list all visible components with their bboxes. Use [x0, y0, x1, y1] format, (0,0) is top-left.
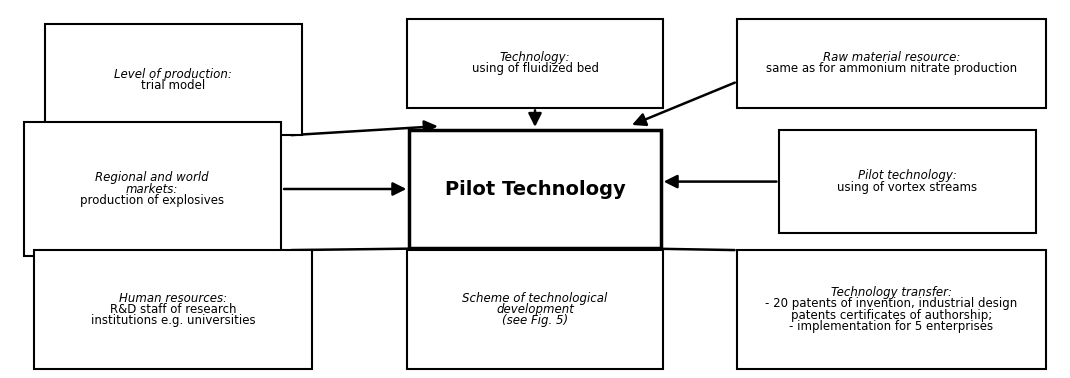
Text: Pilot Technology: Pilot Technology: [445, 180, 625, 198]
Text: Scheme of technological: Scheme of technological: [462, 292, 608, 305]
Text: using of fluidized bed: using of fluidized bed: [472, 62, 598, 75]
Text: Raw material resource:: Raw material resource:: [823, 51, 960, 64]
Bar: [34, 250, 312, 369]
Bar: [779, 130, 1036, 234]
Text: same as for ammonium nitrate production: same as for ammonium nitrate production: [766, 62, 1018, 75]
Bar: [407, 250, 663, 369]
Bar: [45, 24, 302, 135]
Text: (see Fig. 5): (see Fig. 5): [502, 314, 568, 327]
Bar: [737, 19, 1046, 107]
Text: patents certificates of authorship;: patents certificates of authorship;: [791, 308, 992, 322]
Text: Human resources:: Human resources:: [119, 292, 227, 305]
Text: Level of production:: Level of production:: [114, 68, 232, 81]
Text: Regional and world: Regional and world: [95, 171, 209, 184]
Text: trial model: trial model: [141, 79, 205, 92]
Text: development: development: [496, 303, 574, 316]
Bar: [409, 130, 661, 248]
Text: markets:: markets:: [126, 183, 179, 195]
Bar: [737, 250, 1046, 369]
Text: - 20 patents of invention, industrial design: - 20 patents of invention, industrial de…: [765, 297, 1018, 310]
Text: institutions e.g. universities: institutions e.g. universities: [91, 314, 256, 327]
Text: production of explosives: production of explosives: [80, 194, 225, 207]
Text: Pilot technology:: Pilot technology:: [858, 169, 957, 183]
Text: R&D staff of research: R&D staff of research: [110, 303, 236, 316]
Bar: [407, 19, 663, 107]
Text: Technology transfer:: Technology transfer:: [831, 286, 952, 299]
Text: using of vortex streams: using of vortex streams: [837, 181, 977, 194]
Text: Technology:: Technology:: [500, 51, 570, 64]
Text: - implementation for 5 enterprises: - implementation for 5 enterprises: [790, 320, 994, 333]
Bar: [24, 122, 280, 256]
